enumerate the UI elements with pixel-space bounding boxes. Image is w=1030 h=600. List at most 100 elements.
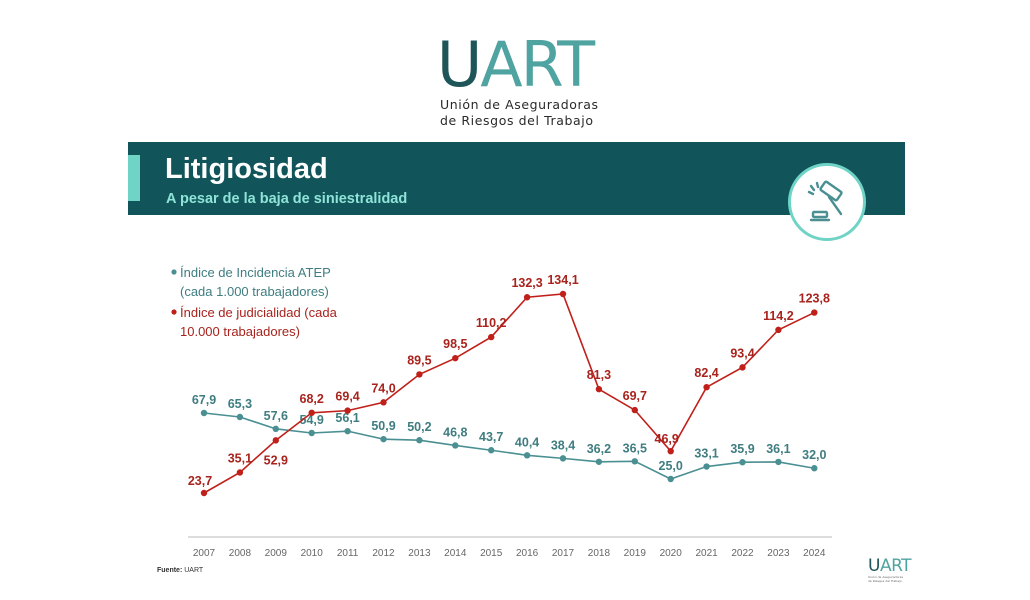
data-point-judicial xyxy=(488,333,495,341)
uart-logo-small-word: UART xyxy=(868,556,912,576)
uart-logo-word: UART xyxy=(437,34,595,96)
legend-atep-line2: (cada 1.000 trabajadores) xyxy=(180,284,329,299)
x-tick-label: 2023 xyxy=(767,548,790,559)
small-logo-line2: de Riesgos del Trabajo xyxy=(868,578,902,583)
x-tick-label: 2018 xyxy=(588,548,611,559)
data-point-atep xyxy=(452,442,459,449)
data-point-atep xyxy=(775,458,782,466)
x-tick-label: 2021 xyxy=(695,548,718,559)
data-point-judicial xyxy=(416,371,423,378)
data-point-atep xyxy=(667,475,674,483)
data-label-atep: 50,2 xyxy=(407,420,431,434)
series-line-judicial xyxy=(203,293,815,494)
data-label-judicial: 74,0 xyxy=(371,381,395,395)
title-banner xyxy=(128,142,905,215)
data-label-judicial: 134,1 xyxy=(547,273,578,287)
data-label-judicial: 89,5 xyxy=(407,353,431,367)
data-point-atep xyxy=(344,427,351,435)
legend: Índice de Incidencia ATEP (cada 1.000 tr… xyxy=(171,265,338,339)
data-point-judicial xyxy=(595,385,603,393)
data-label-atep: 38,4 xyxy=(551,438,575,452)
data-label-atep: 67,9 xyxy=(192,393,216,407)
data-label-atep: 32,0 xyxy=(802,448,826,462)
data-label-atep: 57,6 xyxy=(264,409,288,423)
data-label-atep: 33,1 xyxy=(694,447,718,461)
data-point-judicial xyxy=(667,447,674,455)
banner-accent-bar xyxy=(128,155,140,201)
data-point-atep xyxy=(236,413,244,421)
uart-logo: UART xyxy=(0,34,1030,96)
data-label-judicial: 93,4 xyxy=(730,346,754,360)
data-label-atep: 36,5 xyxy=(623,441,647,455)
data-point-judicial xyxy=(775,326,782,334)
uart-logo-small-subtitle: Unión de Aseguradoras de Riesgos del Tra… xyxy=(868,575,908,583)
x-tick-label: 2011 xyxy=(337,548,359,559)
page-title: Litigiosidad xyxy=(165,153,328,185)
gavel-icon xyxy=(807,180,843,222)
gavel-badge xyxy=(788,163,866,241)
data-point-atep xyxy=(739,459,746,466)
data-point-judicial xyxy=(380,399,387,406)
data-point-atep xyxy=(631,458,638,465)
data-point-atep xyxy=(272,425,279,433)
x-tick-label: 2024 xyxy=(803,548,826,559)
data-label-judicial: 82,4 xyxy=(694,366,718,380)
legend-marker-judicial xyxy=(171,309,177,315)
x-tick-label: 2012 xyxy=(372,548,395,559)
data-label-judicial: 132,3 xyxy=(511,276,542,290)
data-label-judicial: 23,7 xyxy=(188,474,212,488)
data-point-judicial xyxy=(811,309,818,316)
legend-judicial-line1: Índice de judicialidad (cada xyxy=(180,305,338,320)
uart-logo-small: UART Unión de Aseguradoras de Riesgos de… xyxy=(868,556,912,583)
source-label: Fuente: xyxy=(157,567,183,574)
data-label-atep: 35,9 xyxy=(730,442,754,456)
data-point-atep xyxy=(523,452,531,459)
data-label-judicial: 123,8 xyxy=(799,292,830,306)
x-tick-label: 2009 xyxy=(265,548,288,559)
page-subtitle: A pesar de la baja de siniestralidad xyxy=(166,191,408,207)
data-point-atep xyxy=(308,429,315,437)
series-atep: 67,9 65,357,6 54,9 56,150,9 50,2 46,8 43,7 40,4… xyxy=(192,393,827,483)
data-label-atep: 46,8 xyxy=(443,425,467,439)
data-point-atep xyxy=(488,447,495,454)
x-tick-label: 2019 xyxy=(624,548,647,559)
x-tick-label: 2008 xyxy=(229,548,252,559)
x-tick-label: 2017 xyxy=(552,548,575,559)
data-label-atep: 40,4 xyxy=(515,435,539,449)
x-tick-label: 2015 xyxy=(480,548,503,559)
series-line-atep xyxy=(203,412,815,480)
data-label-judicial: 35,1 xyxy=(228,451,252,465)
legend-judicial-line2: 10.000 trabajadores) xyxy=(180,324,300,339)
x-tick-label: 2022 xyxy=(731,548,754,559)
logo-subtitle-line2: de Riesgos del Trabajo xyxy=(440,113,594,128)
data-label-atep: 36,2 xyxy=(587,442,611,456)
x-tick-label: 2007 xyxy=(193,548,216,559)
data-label-judicial: 52,9 xyxy=(264,453,288,467)
data-point-judicial xyxy=(452,354,459,362)
data-label-judicial: 68,2 xyxy=(300,392,324,406)
data-label-atep: 25,0 xyxy=(659,459,683,473)
data-point-judicial xyxy=(559,290,567,298)
logo-subtitle-line1: Unión de Aseguradoras xyxy=(440,97,599,112)
small-logo-letters-art: ART xyxy=(879,556,912,576)
data-point-judicial xyxy=(308,409,315,416)
data-label-judicial: 69,7 xyxy=(623,389,647,403)
source-value: UART xyxy=(184,567,204,574)
data-label-atep: 43,7 xyxy=(479,430,503,444)
data-label-judicial: 81,3 xyxy=(587,368,611,382)
legend-atep-line1: Índice de Incidencia ATEP xyxy=(180,265,331,280)
data-point-atep xyxy=(200,409,208,417)
small-logo-line1: Unión de Aseguradoras xyxy=(868,575,904,579)
data-point-judicial xyxy=(703,383,710,391)
data-point-atep xyxy=(559,455,567,462)
data-point-atep xyxy=(703,463,710,470)
data-point-judicial xyxy=(236,469,244,476)
x-tick-label: 2016 xyxy=(516,548,539,559)
small-logo-letter-u: U xyxy=(868,556,880,576)
data-label-atep: 36,1 xyxy=(766,442,790,456)
data-label-atep: 50,9 xyxy=(371,419,395,433)
data-label-judicial: 110,2 xyxy=(476,316,507,330)
data-point-judicial xyxy=(200,489,208,497)
x-tick-label: 2014 xyxy=(444,548,467,559)
